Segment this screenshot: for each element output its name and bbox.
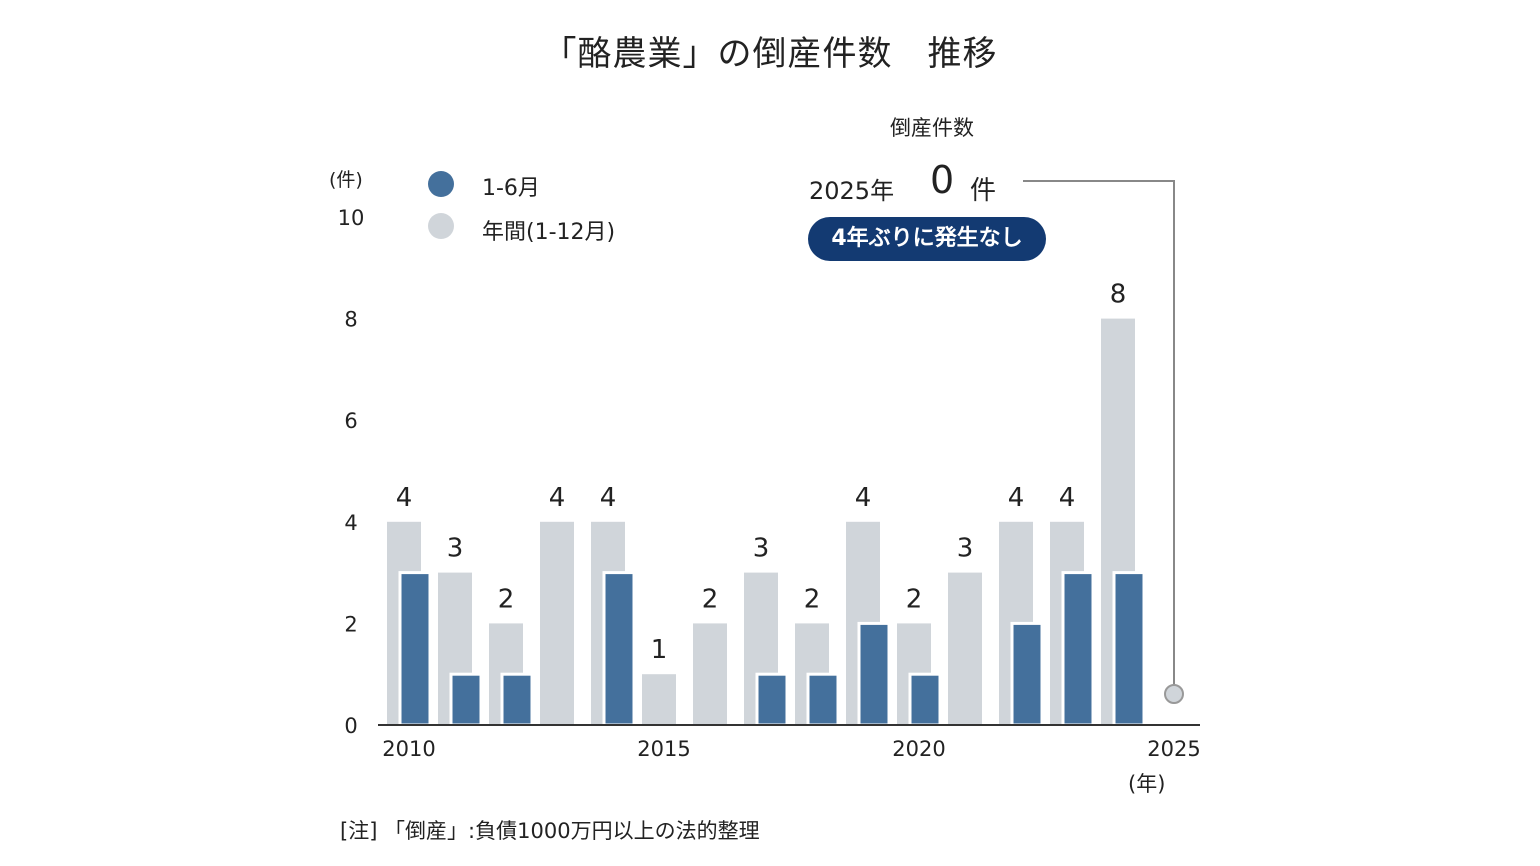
annotation-year: 2025年 <box>809 177 895 205</box>
bar-h1 <box>1061 571 1095 727</box>
y-tick-label: 0 <box>344 714 357 738</box>
data-label-annual: 2 <box>804 584 821 614</box>
data-label-annual: 4 <box>396 483 413 513</box>
y-tick-label: 4 <box>344 511 357 535</box>
data-label-annual: 4 <box>1059 483 1076 513</box>
bar-h1 <box>449 672 483 727</box>
data-label-annual: 4 <box>549 483 566 513</box>
data-label-annual: 4 <box>855 483 872 513</box>
data-label-annual: 4 <box>1008 483 1025 513</box>
data-label-annual: 2 <box>702 584 719 614</box>
annotation-badge: 4年ぶりに発生なし <box>808 217 1046 261</box>
bar-annual <box>948 572 982 725</box>
data-label-annual: 3 <box>957 534 974 564</box>
annotation-unit: 件 <box>970 176 997 206</box>
bar-h1 <box>908 672 942 727</box>
data-label-annual: 1 <box>651 635 668 665</box>
legend-label-h1: 1-6月 <box>482 176 540 201</box>
bar-h1 <box>755 672 789 727</box>
annotation-value: 0 <box>930 158 955 202</box>
footnote: [注] 「倒産」:負債1000万円以上の法的整理 <box>340 819 760 843</box>
x-axis-unit: (年) <box>1128 772 1166 796</box>
legend-label-annual: 年間(1-12月) <box>482 220 616 245</box>
bar-h1 <box>602 571 636 727</box>
y-tick-label: 10 <box>338 206 365 230</box>
x-tick-label: 2010 <box>382 737 435 761</box>
point-2025 <box>1164 684 1184 704</box>
data-label-annual: 4 <box>600 483 617 513</box>
x-tick-label: 2025 <box>1147 737 1200 761</box>
y-tick-label: 6 <box>344 409 357 433</box>
x-tick-label: 2020 <box>892 737 945 761</box>
bar-annual <box>642 674 676 725</box>
data-label-annual: 2 <box>906 584 923 614</box>
data-label-annual: 3 <box>447 534 464 564</box>
y-tick-label: 8 <box>344 308 357 332</box>
bar-h1 <box>1010 621 1044 727</box>
bar-h1 <box>500 672 534 727</box>
legend-swatch-h1 <box>428 171 454 197</box>
bar-annual <box>693 623 727 725</box>
legend-swatch-annual <box>428 213 454 239</box>
x-tick-label: 2015 <box>637 737 690 761</box>
bar-h1 <box>1112 571 1146 727</box>
data-label-annual: 2 <box>498 584 515 614</box>
annotation-connector <box>1023 180 1175 686</box>
bar-annual <box>540 521 574 725</box>
data-label-annual: 8 <box>1110 280 1127 310</box>
bar-h1 <box>857 621 891 727</box>
annotation-header: 倒産件数 <box>890 116 974 140</box>
y-tick-label: 2 <box>344 612 357 636</box>
y-axis-unit: (件) <box>329 169 363 191</box>
chart-title: 「酪農業」の倒産件数 推移 <box>542 34 998 74</box>
bar-h1 <box>806 672 840 727</box>
bar-h1 <box>398 571 432 727</box>
data-label-annual: 3 <box>753 534 770 564</box>
